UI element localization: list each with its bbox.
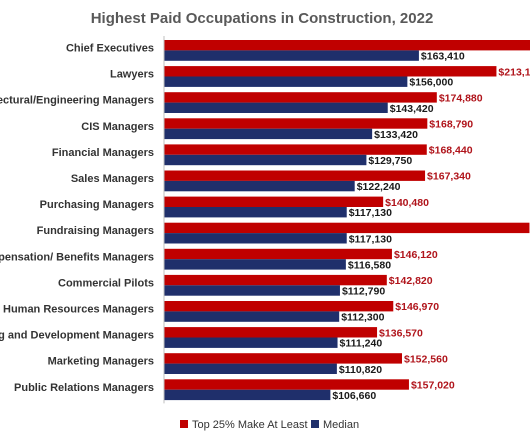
- bar-median: [164, 76, 408, 87]
- legend-swatch: [311, 420, 319, 428]
- bar-top-25: [164, 144, 427, 155]
- data-label: $129,750: [368, 155, 412, 167]
- category-label: Financial Managers: [52, 147, 154, 159]
- data-label: $156,000: [409, 77, 453, 89]
- data-label: $140,480: [385, 197, 429, 209]
- data-label: $174,880: [439, 92, 483, 104]
- data-label: $146,120: [394, 249, 438, 261]
- category-label: Lawyers: [110, 69, 154, 81]
- legend-swatch: [180, 420, 188, 428]
- bar-top-25: [164, 222, 530, 234]
- category-label: Training and Development Managers: [0, 330, 154, 342]
- plot-area: Chief Executives$23$163,410 Lawyers $213,1…: [0, 36, 530, 404]
- category-label: Marketing Managers: [48, 356, 154, 368]
- bar-median: [164, 154, 367, 166]
- data-label: $163,410: [421, 51, 465, 63]
- category-group: Public Relations Managers $157,020 $106,66…: [14, 379, 455, 402]
- category-label: Fundraising Managers: [37, 225, 154, 237]
- data-label: $133,420: [374, 129, 418, 141]
- category-group: Fundraising Managers$234,270$117,130: [37, 222, 530, 245]
- data-label: $110,820: [339, 364, 382, 376]
- bar-median: [164, 363, 337, 374]
- data-label: $112,300: [341, 312, 384, 324]
- bar-top-25: [164, 196, 384, 207]
- category-group: Lawyers $213,1 $156,000: [110, 66, 530, 89]
- category-label: Chief Executives: [66, 43, 154, 55]
- category-group: Compensation/ Benefits Managers $146,120$…: [0, 248, 438, 271]
- category-group: Human Resources Managers $146,970 $112,300: [3, 301, 439, 324]
- data-label: $157,020: [411, 380, 455, 392]
- data-label: $143,420: [390, 103, 434, 115]
- category-group: CIS Managers $168,790 $133,420: [81, 118, 473, 141]
- category-label: Commercial Pilots: [58, 277, 154, 289]
- category-label: Compensation/ Benefits Managers: [0, 251, 154, 263]
- legend-entry: Median: [323, 419, 359, 431]
- data-label: $106,660: [332, 390, 376, 402]
- category-group: Chief Executives$23$163,410: [66, 40, 530, 63]
- data-label: $122,240: [357, 181, 401, 193]
- bar-top-25: [164, 327, 378, 338]
- category-group: Financial Managers $168,440 $129,750: [52, 144, 473, 167]
- data-label: $111,240: [340, 338, 383, 350]
- bar-top-25: [164, 301, 394, 312]
- category-group: Purchasing Managers $140,480$117,130: [40, 196, 429, 219]
- data-label: $112,790: [342, 286, 385, 298]
- legend: Top 25% Make At Least Median: [180, 419, 359, 431]
- bar-median: [164, 389, 331, 401]
- data-label: $213,1: [498, 66, 530, 78]
- bar-top-25: [164, 248, 392, 260]
- bar-top-25: [164, 40, 530, 51]
- bar-top-25: [164, 118, 428, 129]
- bar-top-25: [164, 379, 409, 390]
- bar-median: [164, 233, 347, 244]
- bar-median: [164, 207, 347, 218]
- data-label: $168,790: [429, 119, 473, 131]
- chart-title: Highest Paid Occupations in Construction…: [91, 10, 434, 27]
- bar-median: [164, 102, 388, 113]
- category-label: CIS Managers: [81, 121, 154, 133]
- legend-entry: Top 25% Make At Least: [192, 419, 308, 431]
- bar-top-25: [164, 353, 402, 364]
- bar-top-25: [164, 92, 437, 103]
- data-label: $152,560: [404, 353, 448, 365]
- bar-median: [164, 311, 340, 322]
- bar-median: [164, 337, 338, 348]
- bar-median: [164, 285, 340, 296]
- bar-top-25: [164, 274, 387, 286]
- bar-top-25: [164, 170, 426, 181]
- category-label: Purchasing Managers: [40, 199, 154, 211]
- data-label: $136,570: [379, 327, 423, 339]
- bar-median: [164, 50, 419, 61]
- category-label: Human Resources Managers: [3, 304, 154, 316]
- bar-top-25: [164, 66, 497, 77]
- category-label: Sales Managers: [71, 173, 154, 185]
- category-label: Public Relations Managers: [14, 382, 154, 394]
- category-group: Commercial Pilots $142,820 $112,790: [58, 274, 433, 298]
- bar-median: [164, 259, 346, 270]
- data-label: $167,340: [427, 171, 471, 183]
- data-label: $116,580: [348, 259, 391, 271]
- category-label: Architectural/Engineering Managers: [0, 95, 154, 107]
- category-group: Training and Development Managers $136,57…: [0, 327, 423, 350]
- category-group: Marketing Managers $152,560 $110,820: [48, 353, 448, 376]
- category-group: Architectural/Engineering Managers $174,8…: [0, 92, 483, 115]
- category-group: Sales Managers $167,340 $122,240: [71, 170, 471, 193]
- data-label: $117,130: [349, 233, 392, 245]
- data-label: $117,130: [349, 207, 392, 219]
- bar-median: [164, 128, 373, 140]
- data-label: $142,820: [389, 275, 433, 287]
- data-label: $146,970: [395, 301, 439, 313]
- data-label: $168,440: [429, 145, 473, 157]
- bar-median: [164, 180, 355, 192]
